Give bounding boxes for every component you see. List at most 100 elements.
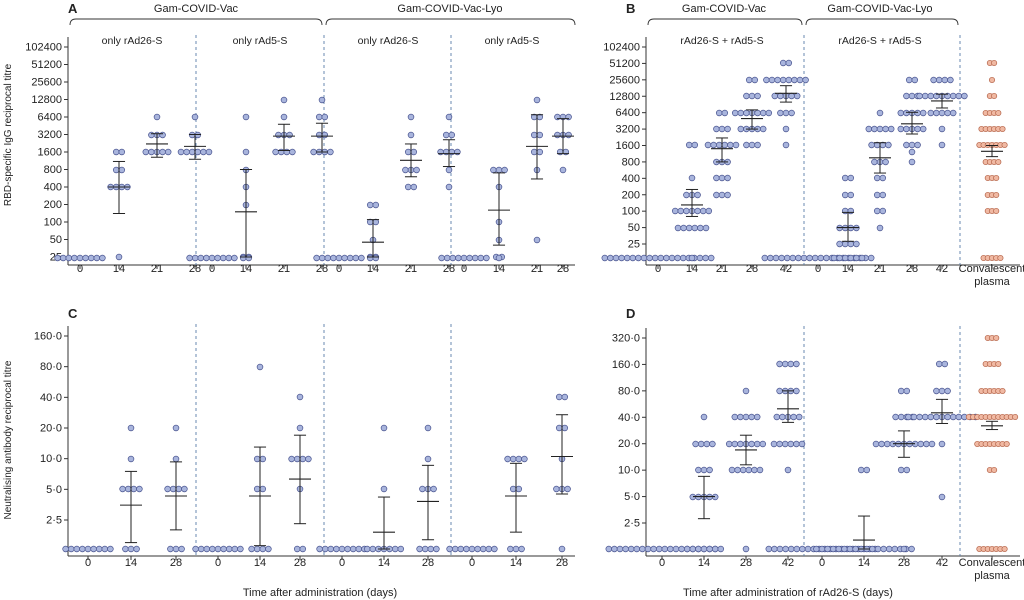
data-point	[205, 148, 213, 156]
x-tick-label: 0	[819, 557, 825, 569]
data-point	[646, 254, 653, 262]
data-point	[136, 485, 143, 493]
data-point	[214, 254, 221, 262]
data-point	[657, 254, 665, 262]
data-point	[558, 545, 566, 553]
data-point	[871, 125, 878, 133]
data-point	[349, 545, 357, 553]
y-tick-label: 1600	[616, 140, 640, 152]
data-point	[876, 109, 884, 117]
data-point	[841, 191, 849, 199]
data-point	[793, 387, 800, 395]
data-point	[430, 485, 437, 493]
data-point	[73, 545, 81, 553]
data-point	[818, 545, 826, 553]
data-point	[835, 545, 843, 553]
panel-a-group-2: Gam-COVID-Vac-Lyo	[397, 3, 502, 15]
data-point	[200, 148, 207, 156]
data-point	[416, 545, 423, 553]
data-point	[479, 545, 487, 553]
data-point	[118, 166, 126, 174]
data-point	[355, 545, 363, 553]
x-tick-label: 28	[316, 263, 328, 275]
data-point	[474, 545, 481, 553]
data-point	[555, 393, 563, 401]
y-tick-label: 400	[622, 173, 640, 185]
data-point	[565, 131, 572, 139]
data-point	[713, 174, 720, 182]
data-point	[192, 545, 199, 553]
data-point	[753, 440, 761, 448]
data-point	[724, 191, 731, 199]
data-point	[530, 148, 538, 156]
data-point	[829, 545, 837, 553]
data-point	[695, 545, 702, 553]
data-point	[1012, 413, 1019, 421]
data-point	[515, 455, 523, 463]
panel-b-subgroup-1: rAd26-S + rAd5-S	[680, 35, 763, 47]
data-point	[668, 254, 676, 262]
data-point	[272, 148, 279, 156]
data-point	[208, 254, 216, 262]
x-tick-label: 21	[405, 263, 417, 275]
y-tick-label: 25	[628, 239, 640, 251]
data-point	[779, 413, 786, 421]
data-point	[82, 254, 89, 262]
data-point	[694, 191, 701, 199]
data-point	[181, 485, 188, 493]
data-point	[242, 113, 250, 121]
data-point	[914, 125, 921, 133]
data-point	[683, 545, 691, 553]
data-point	[785, 59, 793, 67]
x-tick-label: Convalescent	[959, 557, 1024, 569]
data-point	[761, 254, 769, 262]
x-tick-label: 28	[557, 263, 569, 275]
data-point	[421, 545, 429, 553]
data-point	[873, 174, 881, 182]
data-point	[853, 240, 860, 248]
data-point	[404, 148, 412, 156]
data-point	[788, 92, 795, 100]
data-point	[706, 545, 713, 553]
x-tick-label: 14	[378, 557, 390, 569]
data-point	[142, 148, 150, 156]
data-point	[504, 455, 511, 463]
data-point	[991, 92, 998, 100]
data-point	[765, 545, 773, 553]
data-point	[169, 485, 177, 493]
x-tick-label: 21	[278, 263, 290, 275]
data-point	[823, 254, 830, 262]
data-point	[691, 141, 699, 149]
data-point	[765, 109, 773, 117]
data-point	[491, 545, 498, 553]
data-point	[635, 254, 642, 262]
data-point	[993, 334, 1000, 342]
data-point	[704, 141, 712, 149]
data-point	[153, 113, 161, 121]
y-tick-label: 3200	[616, 124, 640, 136]
data-point	[885, 545, 893, 553]
data-point	[949, 109, 957, 117]
y-tick-label: 12800	[609, 91, 640, 103]
y-tick-label: 25600	[609, 74, 640, 86]
data-point	[753, 413, 761, 421]
plot-layer: 25 50 100 200 400 800 1600 3200 6400 12800 25600 51…	[25, 35, 1024, 582]
data-point	[553, 485, 560, 493]
data-point	[119, 485, 126, 493]
data-point	[997, 254, 1004, 262]
data-point	[873, 207, 881, 215]
data-point	[427, 545, 435, 553]
data-point	[868, 141, 875, 149]
data-point	[318, 96, 326, 104]
data-point	[737, 413, 744, 421]
data-point	[344, 545, 351, 553]
x-tick-label: 28	[740, 557, 752, 569]
data-point	[692, 440, 699, 448]
x-tick-label: 0	[469, 557, 475, 569]
data-point	[533, 96, 541, 104]
data-point	[903, 109, 910, 117]
data-point	[186, 254, 193, 262]
data-point	[927, 92, 935, 100]
data-point	[164, 485, 171, 493]
data-point	[754, 109, 761, 117]
